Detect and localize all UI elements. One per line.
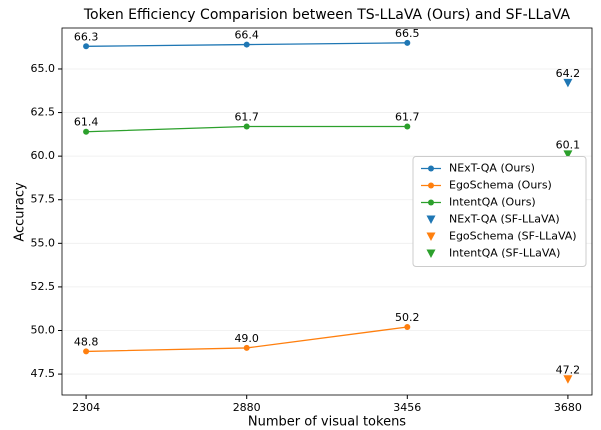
x-tick-label: 2304 — [72, 401, 100, 414]
plot-frame — [61, 27, 593, 396]
legend-marker — [426, 232, 436, 241]
y-tick-label: 47.5 — [31, 367, 56, 380]
data-point — [83, 348, 90, 355]
data-label: 66.3 — [74, 30, 99, 43]
data-label: 47.2 — [556, 363, 581, 376]
data-label: 61.4 — [74, 116, 99, 129]
data-label: 66.5 — [395, 27, 420, 40]
data-point — [563, 78, 573, 88]
y-tick-label: 57.5 — [31, 193, 56, 206]
data-point — [83, 43, 90, 50]
data-label: 48.8 — [74, 335, 99, 348]
y-tick-label: 62.5 — [31, 106, 56, 119]
x-tick-label: 3456 — [393, 401, 421, 414]
chart-title: Token Efficiency Comparision between TS-… — [83, 7, 571, 23]
data-point — [83, 128, 90, 135]
y-tick-label: 65.0 — [31, 62, 56, 75]
x-tick-label: 3680 — [554, 401, 582, 414]
legend-marker — [426, 215, 436, 224]
legend-box — [412, 156, 587, 267]
legend-label: NExT-QA (SF-LLaVA) — [449, 213, 560, 226]
y-tick-label: 55.0 — [31, 236, 56, 249]
legend-label: IntentQA (SF-LLaVA) — [449, 247, 560, 260]
y-tick-label: 50.0 — [31, 323, 56, 336]
legend-marker — [426, 249, 436, 258]
legend-marker — [428, 165, 434, 172]
data-label: 61.7 — [395, 111, 420, 124]
data-point — [404, 39, 411, 46]
legend-label: EgoSchema (SF-LLaVA) — [449, 230, 577, 243]
data-label: 64.2 — [556, 67, 581, 80]
data-point — [243, 344, 250, 351]
y-tick-label: 60.0 — [31, 149, 56, 162]
legend-marker — [428, 199, 434, 206]
data-label: 66.4 — [234, 29, 259, 42]
data-point — [243, 123, 250, 130]
legend-label: IntentQA (Ours) — [449, 196, 536, 209]
data-label: 61.7 — [234, 111, 259, 124]
data-point — [404, 324, 411, 331]
data-label: 60.1 — [556, 138, 581, 151]
data-label: 50.2 — [395, 311, 420, 324]
data-point — [563, 150, 573, 159]
y-tick-label: 52.5 — [31, 280, 56, 293]
legend-marker — [428, 182, 434, 189]
data-label: 49.0 — [234, 332, 259, 345]
y-axis-label: Accuracy — [13, 182, 28, 242]
data-point — [243, 41, 250, 48]
x-tick-label: 2880 — [233, 401, 261, 414]
legend-label: NExT-QA (Ours) — [449, 162, 535, 175]
legend-label: EgoSchema (Ours) — [449, 179, 552, 192]
data-point — [404, 123, 411, 130]
x-axis-label: Number of visual tokens — [248, 415, 406, 430]
data-point — [563, 375, 573, 384]
